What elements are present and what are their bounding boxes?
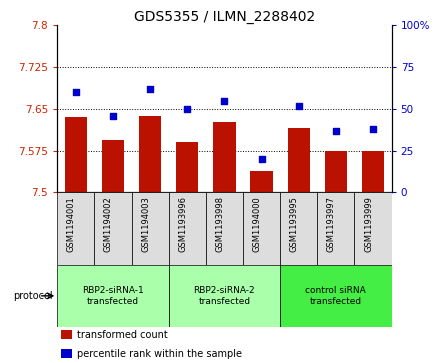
Bar [139,115,161,192]
Bar [57,265,169,327]
Bar [243,192,280,265]
Text: GSM1193997: GSM1193997 [327,196,336,252]
Bar [61,349,72,358]
Bar [355,192,392,265]
Bar [132,192,169,265]
Bar [280,192,317,265]
Text: GSM1194003: GSM1194003 [141,196,150,252]
Text: RBP2-siRNA-2
transfected: RBP2-siRNA-2 transfected [194,286,255,306]
Title: GDS5355 / ILMN_2288402: GDS5355 / ILMN_2288402 [134,11,315,24]
Point [72,89,79,95]
Bar [288,129,310,192]
Point [332,128,339,134]
Bar [169,192,206,265]
Bar [169,265,280,327]
Point [295,103,302,109]
Point [370,126,377,132]
Bar [206,192,243,265]
Text: GSM1194002: GSM1194002 [104,196,113,252]
Bar [94,192,132,265]
Point [147,86,154,92]
Text: GSM1194000: GSM1194000 [253,196,261,252]
Bar [317,192,355,265]
Text: control siRNA
transfected: control siRNA transfected [305,286,366,306]
Point [258,156,265,162]
Bar [280,265,392,327]
Bar [176,142,198,192]
Text: RBP2-siRNA-1
transfected: RBP2-siRNA-1 transfected [82,286,144,306]
Bar [65,117,87,192]
Point [184,106,191,112]
Bar [102,139,124,192]
Text: GSM1193998: GSM1193998 [216,196,224,252]
Bar [61,330,72,339]
Text: GSM1193995: GSM1193995 [290,196,299,252]
Bar [325,151,347,192]
Point [110,113,117,118]
Bar [57,192,94,265]
Text: GSM1193999: GSM1193999 [364,196,373,252]
Bar [213,122,235,192]
Bar [250,171,273,192]
Text: transformed count: transformed count [77,330,168,340]
Text: protocol: protocol [13,291,53,301]
Point [221,98,228,103]
Bar [362,151,384,192]
Text: percentile rank within the sample: percentile rank within the sample [77,348,242,359]
Text: GSM1194001: GSM1194001 [67,196,76,252]
Text: GSM1193996: GSM1193996 [178,196,187,252]
